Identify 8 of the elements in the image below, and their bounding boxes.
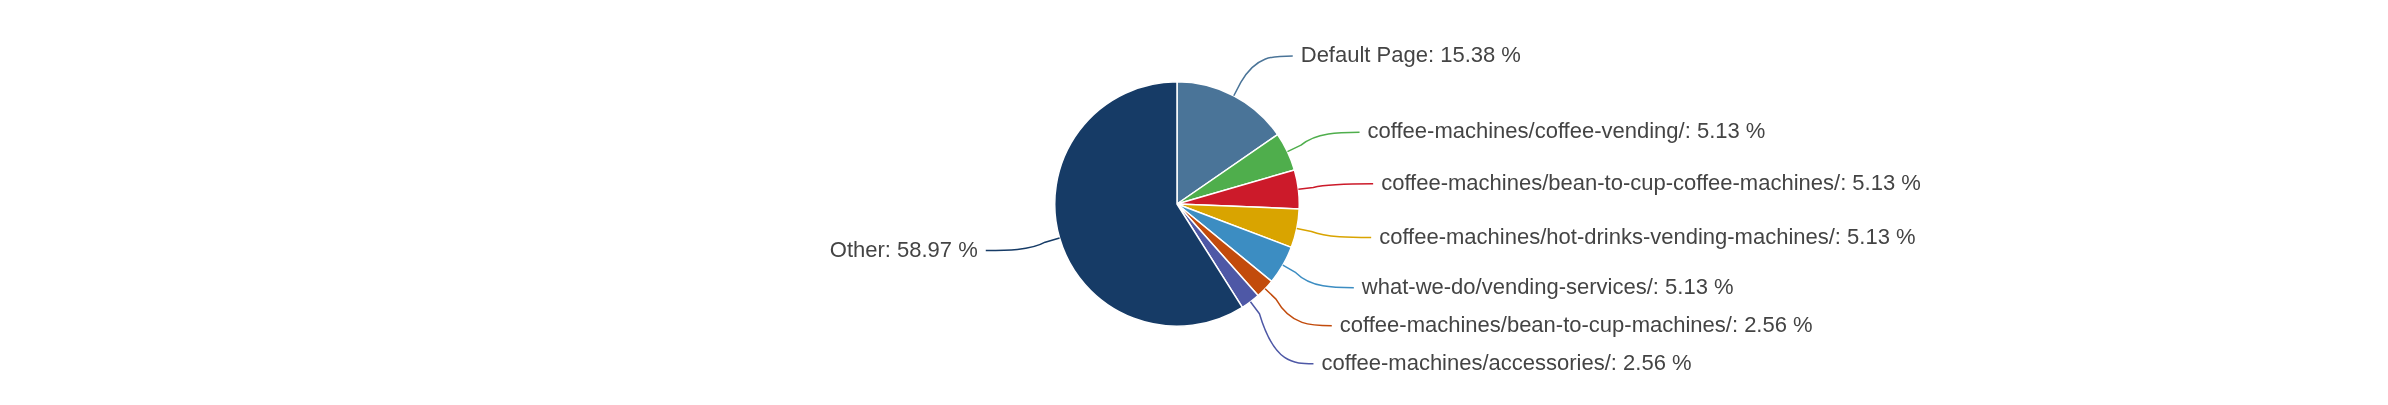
slice-label: coffee-machines/hot-drinks-vending-machines/: 5.13 % — [1379, 223, 1916, 249]
slice-label: what-we-do/vending-services/: 5.13 % — [1360, 273, 1734, 299]
slice-label: Default Page: 15.38 % — [1300, 41, 1521, 67]
slice-label: coffee-machines/bean-to-cup-coffee-machines/: 5.13 % — [1381, 169, 1921, 195]
slice-label: coffee-machines/bean-to-cup-machines/: 2.56 % — [1339, 311, 1813, 337]
slice-label: Other: 58.97 % — [829, 236, 978, 262]
slice-label: coffee-machines/coffee-vending/: 5.13 % — [1367, 118, 1766, 144]
slice-label: coffee-machines/accessories/: 2.56 % — [1321, 349, 1692, 375]
